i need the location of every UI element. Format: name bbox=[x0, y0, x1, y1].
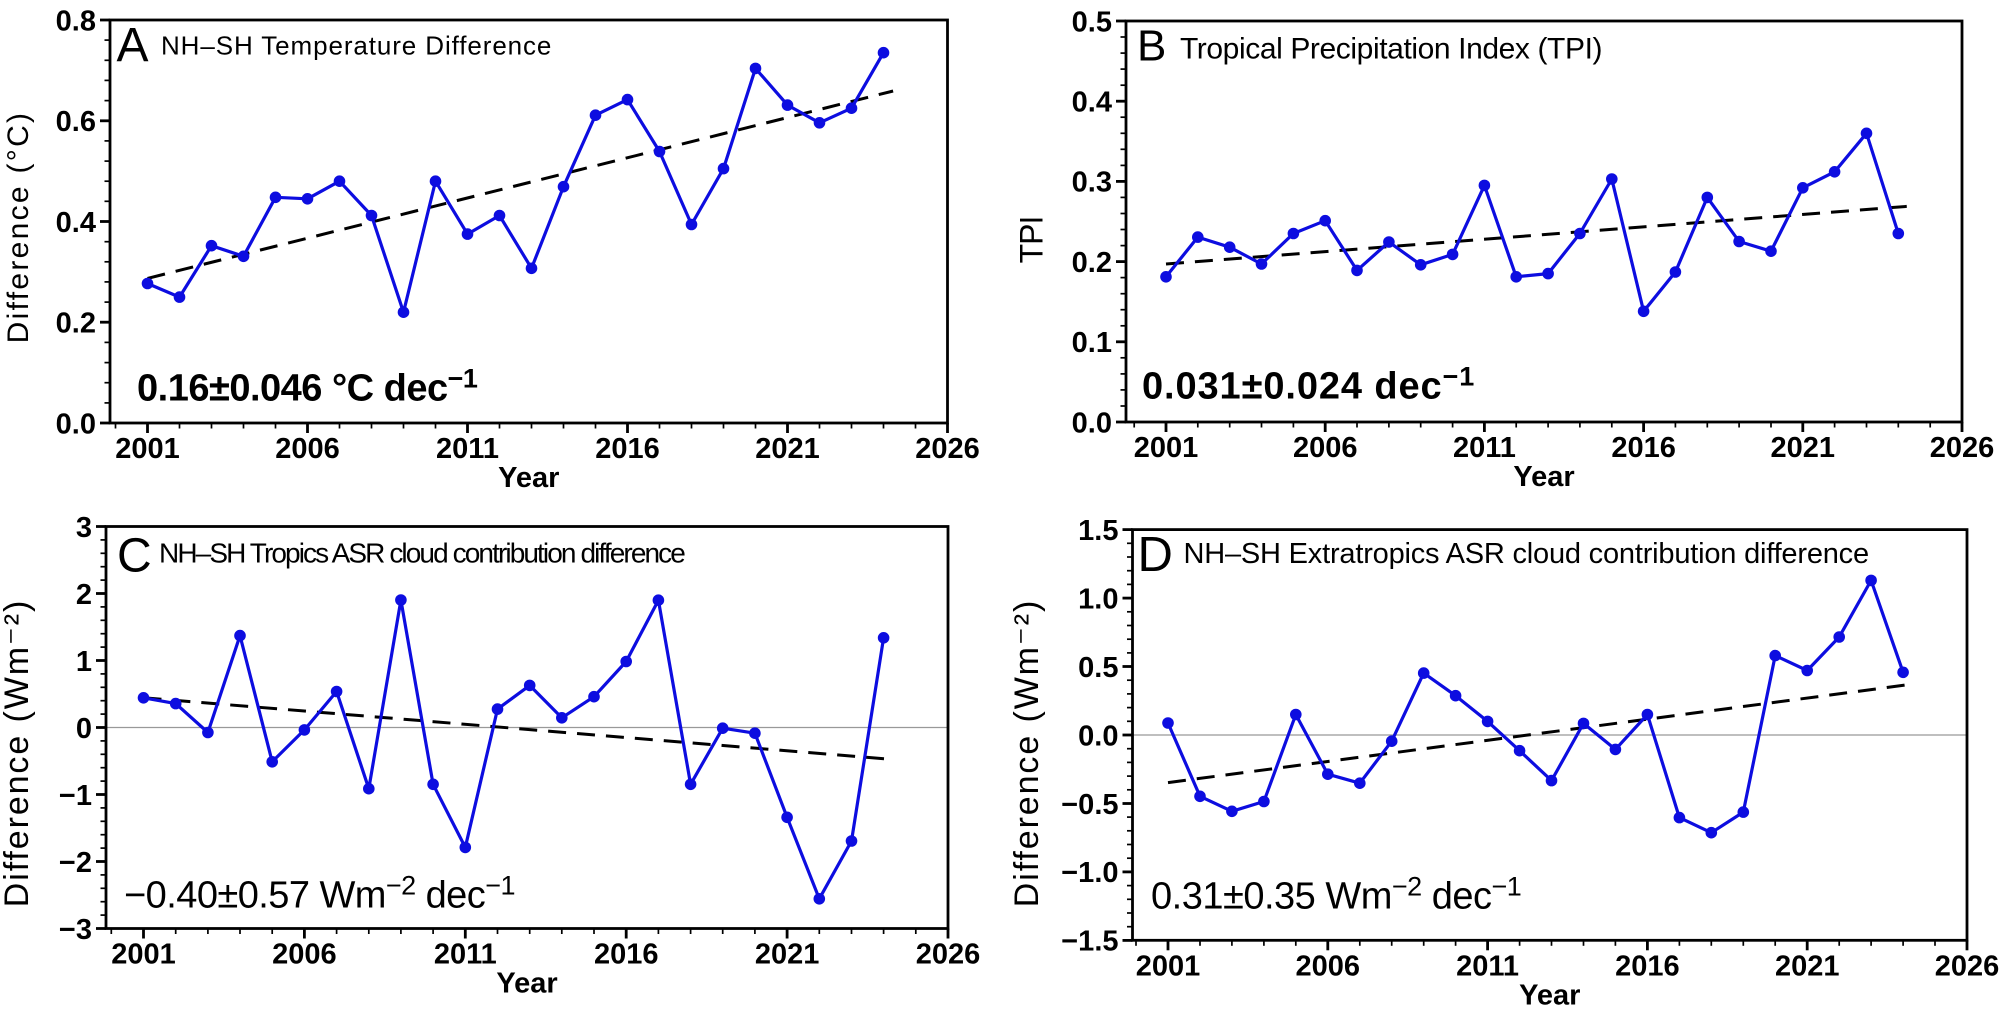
svg-text:1: 1 bbox=[76, 646, 92, 678]
svg-text:2011: 2011 bbox=[1456, 950, 1519, 982]
svg-text:Difference (Wm⁻²): Difference (Wm⁻²) bbox=[1008, 599, 1046, 907]
svg-text:2001: 2001 bbox=[111, 938, 176, 970]
svg-text:2001: 2001 bbox=[1136, 950, 1201, 982]
svg-text:NH–SH Extratropics ASR cloud c: NH–SH Extratropics ASR cloud contributio… bbox=[1184, 538, 1869, 570]
svg-text:2026: 2026 bbox=[1935, 950, 2000, 982]
svg-text:2021: 2021 bbox=[755, 433, 820, 465]
svg-text:2001: 2001 bbox=[115, 433, 180, 465]
svg-text:−2: −2 bbox=[59, 847, 92, 879]
svg-text:2006: 2006 bbox=[272, 938, 337, 970]
svg-text:Difference (°C): Difference (°C) bbox=[2, 111, 35, 344]
svg-text:NH–SH Temperature Difference: NH–SH Temperature Difference bbox=[161, 30, 552, 60]
svg-text:2016: 2016 bbox=[1611, 432, 1676, 464]
svg-text:NH–SH Tropics ASR cloud contri: NH–SH Tropics ASR cloud contribution dif… bbox=[159, 537, 685, 568]
svg-text:Year: Year bbox=[496, 967, 557, 999]
svg-text:−1.0: −1.0 bbox=[1061, 857, 1118, 889]
svg-text:−1: −1 bbox=[59, 780, 92, 812]
svg-text:0.0: 0.0 bbox=[1072, 407, 1112, 439]
svg-text:0.5: 0.5 bbox=[1078, 652, 1118, 684]
svg-text:−1.5: −1.5 bbox=[1061, 926, 1118, 958]
svg-text:0.0: 0.0 bbox=[56, 408, 96, 440]
svg-text:2021: 2021 bbox=[1771, 432, 1836, 464]
svg-text:0.2: 0.2 bbox=[1072, 247, 1112, 279]
svg-text:D: D bbox=[1138, 528, 1173, 582]
svg-text:TPI: TPI bbox=[1014, 217, 1050, 264]
svg-text:2: 2 bbox=[76, 579, 92, 611]
svg-text:Difference (Wm⁻²): Difference (Wm⁻²) bbox=[0, 599, 36, 907]
svg-text:2026: 2026 bbox=[916, 938, 981, 970]
svg-text:2021: 2021 bbox=[1775, 950, 1840, 982]
svg-text:0: 0 bbox=[76, 713, 92, 745]
svg-text:2011: 2011 bbox=[434, 938, 497, 970]
svg-text:2021: 2021 bbox=[755, 938, 820, 970]
svg-text:−0.40±0.57 Wm−2​ dec−1​: −0.40±0.57 Wm−2​ dec−1​ bbox=[124, 871, 515, 917]
svg-text:0.0: 0.0 bbox=[1078, 720, 1118, 752]
svg-text:2011: 2011 bbox=[436, 433, 499, 465]
svg-text:3: 3 bbox=[76, 512, 92, 544]
svg-text:2006: 2006 bbox=[1293, 432, 1358, 464]
svg-text:0.031±0.024 dec−1​: 0.031±0.024 dec−1​ bbox=[1142, 362, 1475, 408]
svg-text:0.6: 0.6 bbox=[56, 106, 96, 138]
svg-text:Tropical Precipitation Index (: Tropical Precipitation Index (TPI) bbox=[1180, 33, 1602, 66]
svg-text:2001: 2001 bbox=[1134, 432, 1199, 464]
svg-text:0.2: 0.2 bbox=[56, 308, 96, 340]
svg-text:2026: 2026 bbox=[1930, 432, 1995, 464]
svg-text:2006: 2006 bbox=[1296, 950, 1361, 982]
svg-text:2016: 2016 bbox=[594, 938, 659, 970]
svg-text:0.4: 0.4 bbox=[1072, 87, 1112, 119]
svg-text:2026: 2026 bbox=[915, 433, 980, 465]
svg-text:0.8: 0.8 bbox=[56, 5, 96, 37]
svg-text:−0.5: −0.5 bbox=[1061, 789, 1118, 821]
svg-text:Year: Year bbox=[1513, 461, 1574, 493]
svg-text:0.16±0.046 °C dec−1​: 0.16±0.046 °C dec−1​ bbox=[137, 364, 478, 410]
svg-text:−3: −3 bbox=[59, 914, 92, 946]
svg-text:2006: 2006 bbox=[275, 433, 340, 465]
svg-text:A: A bbox=[117, 19, 149, 72]
svg-text:0.5: 0.5 bbox=[1072, 6, 1112, 38]
svg-text:0.3: 0.3 bbox=[1072, 167, 1112, 199]
svg-text:0.1: 0.1 bbox=[1072, 327, 1112, 359]
svg-text:1.5: 1.5 bbox=[1078, 515, 1118, 547]
svg-text:0.4: 0.4 bbox=[56, 207, 96, 239]
svg-text:2016: 2016 bbox=[1615, 950, 1680, 982]
svg-text:B: B bbox=[1137, 22, 1166, 71]
svg-text:Year: Year bbox=[1519, 979, 1580, 1011]
svg-text:0.31±0.35 Wm−2​ dec−1​: 0.31±0.35 Wm−2​ dec−1​ bbox=[1151, 872, 1521, 918]
svg-text:Year: Year bbox=[498, 462, 559, 494]
svg-text:2011: 2011 bbox=[1453, 432, 1516, 464]
svg-text:2016: 2016 bbox=[595, 433, 660, 465]
svg-text:C: C bbox=[117, 530, 152, 583]
svg-text:1.0: 1.0 bbox=[1078, 583, 1118, 615]
